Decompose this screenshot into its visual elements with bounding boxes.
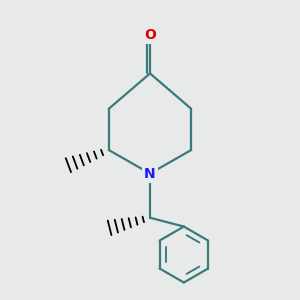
Text: O: O (144, 28, 156, 42)
Text: N: N (144, 167, 156, 181)
